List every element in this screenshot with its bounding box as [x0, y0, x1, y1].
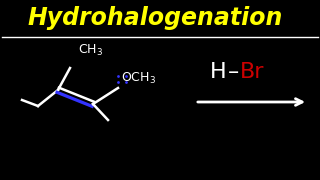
Text: Br: Br — [240, 62, 265, 82]
Text: H: H — [210, 62, 227, 82]
Text: $\mathregular{CH_3}$: $\mathregular{CH_3}$ — [78, 43, 103, 58]
Text: Hydrohalogenation: Hydrohalogenation — [27, 6, 283, 30]
Text: –: – — [228, 62, 239, 82]
Text: $\mathregular{OCH_3}$: $\mathregular{OCH_3}$ — [121, 71, 156, 86]
